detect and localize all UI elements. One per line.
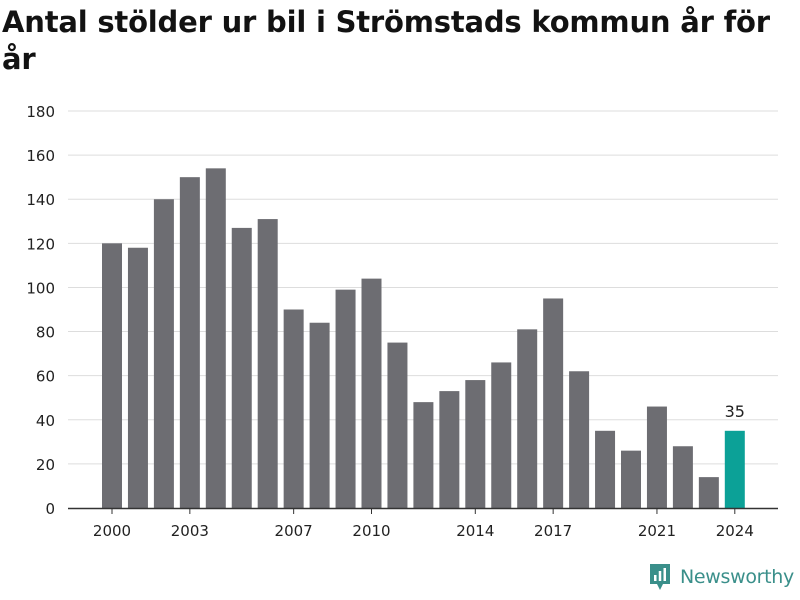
x-tick-label: 2000 bbox=[93, 522, 131, 540]
y-tick-label: 40 bbox=[36, 412, 55, 430]
bar bbox=[465, 380, 486, 508]
bar bbox=[698, 477, 719, 508]
bar bbox=[102, 243, 122, 509]
y-tick-label: 100 bbox=[26, 279, 55, 297]
bar bbox=[595, 430, 616, 508]
y-tick-label: 180 bbox=[26, 103, 55, 121]
y-tick-label: 0 bbox=[45, 500, 55, 518]
y-tick-label: 120 bbox=[26, 235, 55, 253]
bar bbox=[439, 391, 460, 508]
y-tick-label: 80 bbox=[36, 324, 55, 342]
bar bbox=[335, 289, 356, 508]
y-tick-label: 160 bbox=[26, 147, 55, 165]
x-tick-label: 2010 bbox=[352, 522, 390, 540]
bar bbox=[413, 402, 434, 508]
highlight-value-label: 35 bbox=[725, 402, 745, 421]
bar bbox=[621, 450, 641, 508]
bar bbox=[153, 199, 174, 508]
bar bbox=[491, 362, 512, 508]
x-tick-label: 2021 bbox=[638, 522, 676, 540]
chart-title: Antal stölder ur bil i Strömstads kommun… bbox=[2, 5, 770, 76]
bar bbox=[257, 219, 278, 509]
x-tick-label: 2017 bbox=[534, 522, 572, 540]
bar bbox=[127, 247, 148, 508]
x-tick-label: 2007 bbox=[275, 522, 313, 540]
bar bbox=[569, 371, 590, 508]
brand-name: Newsworthy bbox=[679, 566, 794, 588]
x-axis-ticks: 2000 2003 2007 2010 2014 2017 2021 2024 bbox=[93, 508, 754, 540]
y-tick-label: 140 bbox=[26, 191, 55, 209]
y-axis-ticks: 0 20 40 60 80 100 120 140 160 180 bbox=[26, 103, 55, 518]
bar bbox=[646, 406, 667, 508]
bar bbox=[205, 168, 226, 508]
bar bbox=[361, 278, 382, 508]
bar bbox=[387, 342, 408, 508]
y-tick-label: 60 bbox=[36, 368, 55, 386]
annotations: 35 bbox=[725, 402, 745, 421]
bar bbox=[517, 329, 538, 508]
bar bbox=[231, 227, 252, 508]
x-tick-label: 2024 bbox=[716, 522, 754, 540]
bar bbox=[724, 430, 745, 508]
bar bbox=[543, 298, 564, 508]
x-tick-label: 2003 bbox=[171, 522, 209, 540]
bar bbox=[672, 446, 693, 508]
bars bbox=[102, 168, 745, 509]
bar bbox=[283, 309, 304, 508]
brand-logo: Newsworthy bbox=[648, 562, 794, 592]
x-tick-label: 2014 bbox=[456, 522, 494, 540]
newsworthy-logo-icon bbox=[649, 564, 670, 590]
y-tick-label: 20 bbox=[36, 456, 55, 474]
bar bbox=[309, 322, 330, 508]
bar bbox=[179, 177, 200, 508]
